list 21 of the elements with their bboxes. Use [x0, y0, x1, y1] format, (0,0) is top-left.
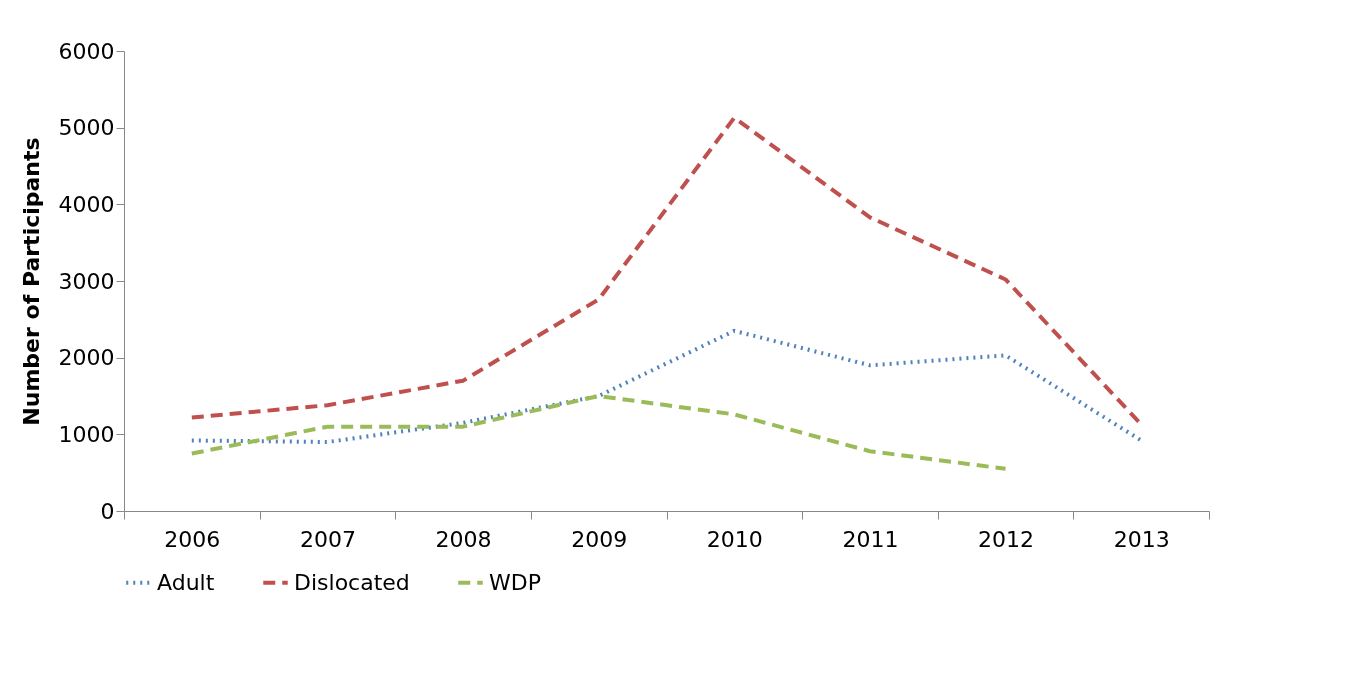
x-tick-label: 2008	[435, 526, 492, 552]
x-tick-label: 2009	[571, 526, 628, 552]
y-tick-label: 2000	[58, 345, 115, 371]
y-tick-label: 5000	[58, 115, 115, 141]
y-tick-label: 1000	[58, 421, 115, 447]
x-tick-label: 2007	[299, 526, 356, 552]
y-tick-label: 6000	[58, 38, 115, 64]
legend-label: Adult	[157, 569, 215, 595]
y-tick-label: 3000	[58, 268, 115, 294]
y-axis-title: Number of Participants	[18, 137, 44, 426]
x-tick-label: 2010	[706, 526, 763, 552]
legend-label: WDP	[489, 569, 541, 595]
line-series	[189, 394, 1008, 471]
x-tick-label: 2012	[978, 526, 1035, 552]
line-series	[189, 328, 1144, 444]
x-tick-label: 2006	[164, 526, 221, 552]
x-tick-label: 2011	[842, 526, 899, 552]
legend-label: Dislocated	[294, 569, 410, 595]
y-tick-label: 0	[100, 498, 115, 524]
x-tick-label: 2013	[1113, 526, 1170, 552]
y-tick-label: 4000	[58, 191, 115, 217]
